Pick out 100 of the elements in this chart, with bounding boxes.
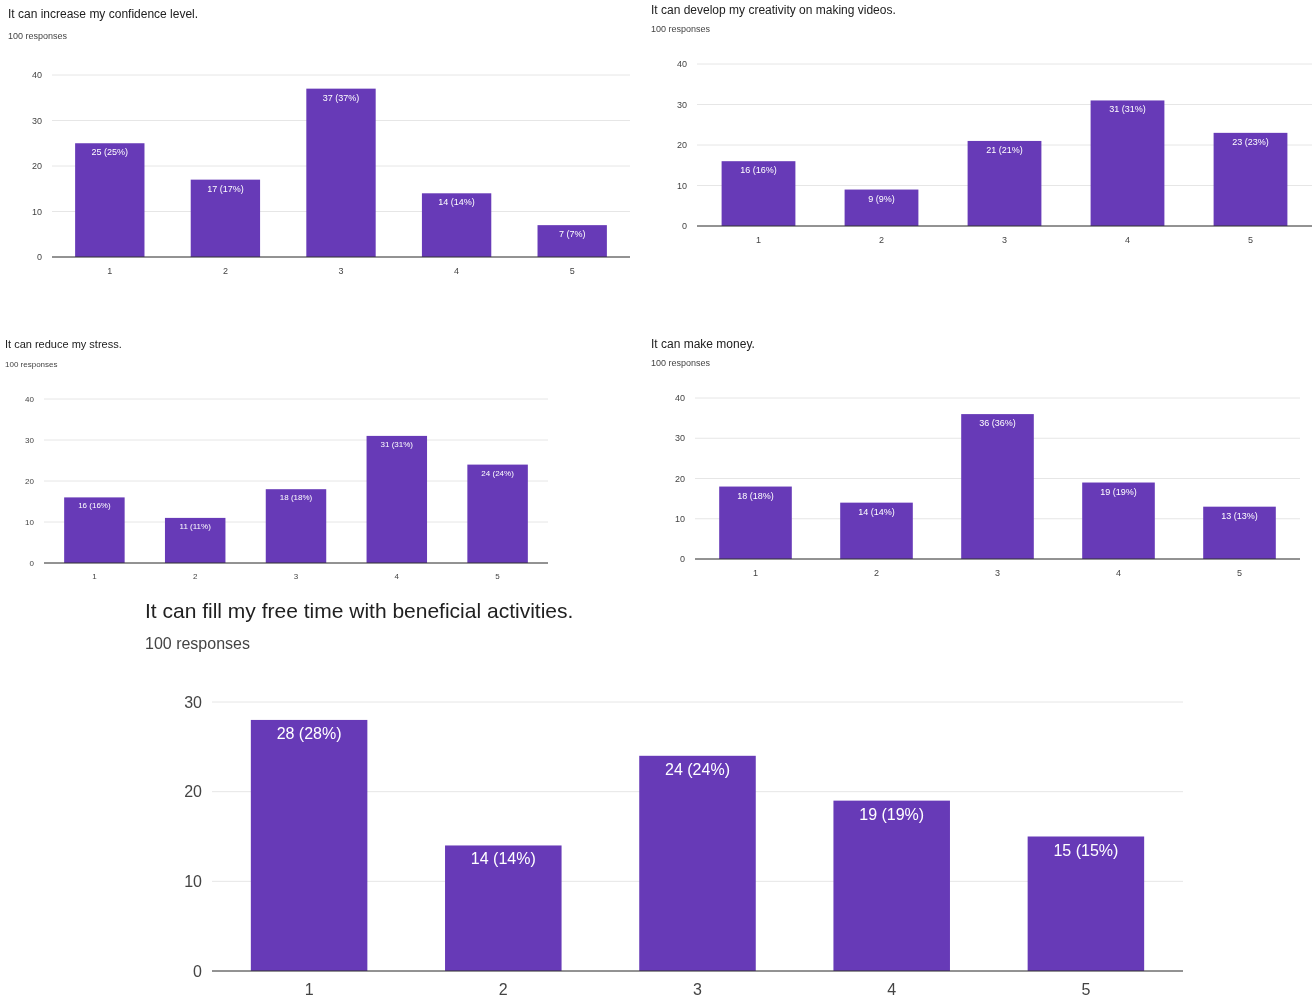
bar [1213, 132, 1288, 226]
bar [840, 502, 913, 559]
y-tick-label: 20 [674, 473, 685, 484]
y-tick-label: 10 [184, 872, 203, 890]
x-tick-label: 2 [498, 981, 508, 998]
x-tick-label: 3 [994, 568, 1001, 578]
data-label: 28 (28%) [276, 724, 342, 742]
bar [833, 800, 950, 971]
x-tick-label: 5 [1081, 981, 1091, 998]
y-tick-label: 30 [31, 115, 42, 126]
data-label: 18 (18%) [279, 493, 313, 503]
bar [64, 497, 125, 563]
bar [250, 719, 368, 971]
data-label: 21 (21%) [986, 144, 1023, 155]
chart-subtitle: 100 responses [5, 360, 58, 369]
x-tick-label: 5 [1247, 235, 1254, 245]
chart-subtitle: 100 responses [651, 358, 711, 368]
data-label: 36 (36%) [979, 418, 1016, 429]
y-tick-label: 40 [676, 59, 687, 70]
data-label: 25 (25%) [91, 147, 129, 158]
y-tick-label: 0 [681, 221, 687, 232]
bar [844, 189, 919, 226]
data-label: 24 (24%) [481, 468, 515, 478]
x-tick-label: 4 [887, 981, 897, 998]
bar [366, 435, 428, 563]
data-label: 31 (31%) [380, 439, 414, 449]
x-tick-label: 2 [192, 572, 198, 581]
y-tick-label: 0 [29, 558, 35, 568]
bar [639, 755, 756, 971]
data-label: 19 (19%) [1100, 486, 1137, 497]
y-tick-label: 0 [36, 252, 42, 263]
data-label: 31 (31%) [1109, 104, 1146, 115]
y-tick-label: 30 [184, 693, 203, 711]
x-tick-label: 4 [454, 266, 460, 276]
bar [421, 193, 492, 257]
bar [719, 486, 792, 559]
y-tick-label: 10 [676, 180, 687, 191]
y-tick-label: 40 [25, 394, 35, 404]
data-label: 13 (13%) [1221, 510, 1258, 521]
data-label: 23 (23%) [1232, 136, 1269, 147]
x-tick-label: 4 [1124, 235, 1131, 245]
x-tick-label: 1 [752, 568, 759, 578]
y-tick-label: 30 [676, 99, 687, 110]
data-label: 11 (11%) [179, 521, 212, 531]
x-tick-label: 1 [107, 266, 113, 276]
x-tick-label: 1 [92, 572, 98, 581]
y-tick-label: 0 [679, 554, 685, 565]
data-label: 14 (14%) [858, 506, 895, 517]
data-label: 18 (18%) [737, 490, 774, 501]
x-tick-label: 3 [1001, 235, 1008, 245]
y-tick-label: 10 [25, 517, 35, 527]
x-tick-label: 3 [338, 266, 344, 276]
y-tick-label: 40 [674, 393, 685, 404]
data-label: 7 (7%) [558, 229, 586, 240]
bar [537, 225, 607, 257]
x-tick-label: 3 [293, 572, 299, 581]
bar [75, 143, 145, 257]
data-label: 16 (16%) [78, 501, 111, 511]
chart-title: It can reduce my stress. [5, 338, 122, 350]
y-tick-label: 20 [31, 161, 42, 172]
y-tick-label: 0 [193, 962, 203, 980]
bar [721, 161, 796, 226]
x-tick-label: 4 [1115, 568, 1122, 578]
chart-title: It can fill my free time with beneficial activities. [145, 599, 574, 622]
chart-title: It can increase my confidence level. [8, 7, 199, 21]
x-tick-label: 5 [569, 266, 575, 276]
bar [1090, 100, 1165, 226]
data-label: 19 (19%) [859, 805, 925, 823]
x-tick-label: 3 [693, 981, 703, 998]
data-label: 9 (9%) [868, 193, 895, 204]
x-tick-label: 2 [878, 235, 885, 245]
chart-subtitle: 100 responses [651, 24, 711, 34]
x-tick-label: 1 [304, 981, 314, 998]
y-tick-label: 40 [31, 70, 42, 81]
y-tick-label: 30 [25, 435, 35, 445]
data-label: 15 (15%) [1053, 841, 1119, 859]
bar [1027, 836, 1145, 971]
bar [467, 464, 528, 563]
bar [164, 517, 226, 563]
bar [967, 140, 1042, 226]
data-label: 24 (24%) [665, 760, 730, 778]
data-label: 14 (14%) [470, 850, 536, 868]
bar [190, 179, 261, 257]
x-tick-label: 2 [873, 568, 880, 578]
x-tick-label: 5 [495, 572, 501, 581]
y-tick-label: 10 [674, 513, 685, 524]
x-tick-label: 5 [1236, 568, 1243, 578]
x-tick-label: 4 [394, 572, 400, 581]
data-label: 17 (17%) [207, 183, 244, 194]
y-tick-label: 20 [184, 783, 203, 801]
bar [961, 414, 1034, 559]
x-tick-label: 1 [755, 235, 762, 245]
chart-title: It can develop my creativity on making videos. [651, 3, 896, 17]
bar [1082, 482, 1155, 559]
chart-title: It can make money. [651, 337, 755, 351]
data-label: 37 (37%) [322, 92, 360, 103]
chart-subtitle: 100 responses [145, 635, 250, 652]
chart-subtitle: 100 responses [8, 31, 68, 41]
data-label: 14 (14%) [438, 197, 475, 208]
data-label: 16 (16%) [740, 165, 777, 176]
